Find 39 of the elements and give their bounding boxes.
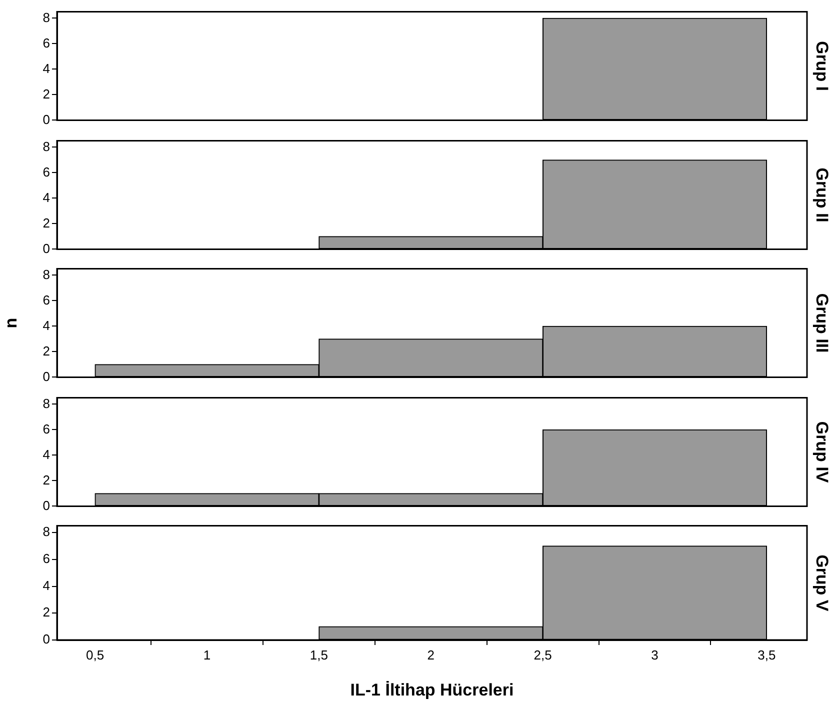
x-tick-label: 2 [427, 647, 434, 662]
x-tick-label: 1 [203, 647, 211, 662]
y-tick-label: 8 [42, 266, 50, 282]
y-tick-label: 4 [42, 578, 50, 593]
x-tick-label: 3,5 [758, 647, 776, 662]
y-tick-label: 6 [42, 35, 50, 50]
text: Grup IV [812, 420, 832, 483]
x-tick-label: 0,5 [86, 647, 104, 662]
y-tick-label: 2 [42, 604, 50, 620]
y-tick-label: 0 [42, 368, 50, 384]
y-tick-label: 0 [42, 632, 50, 647]
y-tick-label: 2 [42, 86, 50, 102]
text: Grup II [812, 167, 832, 222]
y-tick-label: 2 [42, 214, 50, 230]
y-tick-label: 8 [42, 10, 50, 25]
x-tick-label: 1,5 [310, 647, 328, 662]
text: Grup I [812, 40, 832, 92]
text: Grup III [812, 293, 832, 353]
y-tick-label: 0 [42, 240, 50, 256]
y-tick-label: 8 [42, 138, 50, 154]
y-axis-title: n [2, 318, 21, 328]
y-tick-label: 8 [42, 524, 50, 540]
y-tick-label: 6 [42, 550, 50, 566]
y-tick-label: 6 [42, 420, 50, 436]
y-tick-label: 6 [42, 292, 50, 308]
y-tick-label: 4 [42, 60, 50, 76]
x-tick-label: 3 [651, 647, 658, 662]
y-tick-label: 0 [42, 112, 50, 127]
y-tick-label: 4 [42, 318, 50, 333]
y-tick-label: 8 [42, 395, 50, 410]
x-tick-label: 2,5 [534, 647, 552, 662]
y-tick-label: 2 [42, 472, 50, 487]
y-tick-label: 6 [42, 164, 50, 179]
y-tick-label: 2 [42, 343, 50, 358]
y-tick-label: 0 [42, 497, 50, 512]
text: Grup V [812, 554, 832, 612]
x-axis-title: IL-1 İltihap Hücreleri [350, 680, 514, 700]
y-tick-label: 4 [42, 446, 50, 462]
y-tick-label: 4 [42, 189, 50, 204]
